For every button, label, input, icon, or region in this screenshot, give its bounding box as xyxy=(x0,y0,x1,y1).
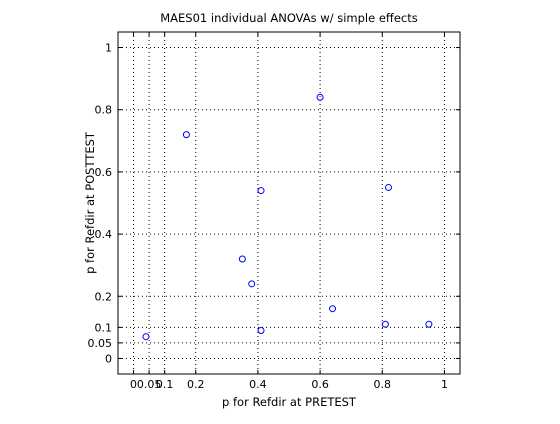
y-tick-label: 0.2 xyxy=(95,290,113,303)
data-point xyxy=(257,326,265,334)
data-point xyxy=(381,320,389,328)
data-point xyxy=(329,305,337,313)
x-tick-label: 0.4 xyxy=(249,378,267,391)
x-tick-label: 0.8 xyxy=(374,378,392,391)
data-point xyxy=(238,255,246,263)
data-point xyxy=(257,187,265,195)
axis-ticks xyxy=(118,32,460,374)
y-tick-label: 0.4 xyxy=(95,228,113,241)
y-tick-labels: 0 0.05 0.1 0.2 0.4 0.6 0.8 1 xyxy=(88,42,113,366)
y-tick-label: 0.1 xyxy=(95,321,113,334)
y-tick-label: 0.05 xyxy=(88,337,113,350)
data-points xyxy=(142,93,433,341)
x-tick-label: 0.05 xyxy=(137,378,162,391)
axes-background xyxy=(118,32,460,374)
y-tick-label: 0.6 xyxy=(95,166,113,179)
data-point xyxy=(384,183,392,191)
x-tick-label: 0.2 xyxy=(187,378,205,391)
data-point xyxy=(248,280,256,288)
data-point xyxy=(182,131,190,139)
x-tick-label: 1 xyxy=(441,378,448,391)
x-tick-label: 0 xyxy=(130,378,137,391)
y-tick-label: 1 xyxy=(105,42,112,55)
axes-box xyxy=(117,31,461,375)
grid-lines xyxy=(118,32,460,374)
data-point xyxy=(142,333,150,341)
data-point xyxy=(316,93,324,101)
y-tick-label: 0 xyxy=(105,352,112,365)
x-tick-label: 0.1 xyxy=(156,378,174,391)
y-axis-label: p for Refdir at POSTTEST xyxy=(83,131,97,274)
data-point xyxy=(425,320,433,328)
x-tick-label: 0.6 xyxy=(311,378,329,391)
y-tick-label: 0.8 xyxy=(95,104,113,117)
x-axis-label: p for Refdir at PRETEST xyxy=(222,395,357,409)
chart-title: MAES01 individual ANOVAs w/ simple effec… xyxy=(160,11,418,25)
x-tick-labels: 0 0.050.1 0.2 0.4 0.6 0.8 1 xyxy=(130,378,448,391)
